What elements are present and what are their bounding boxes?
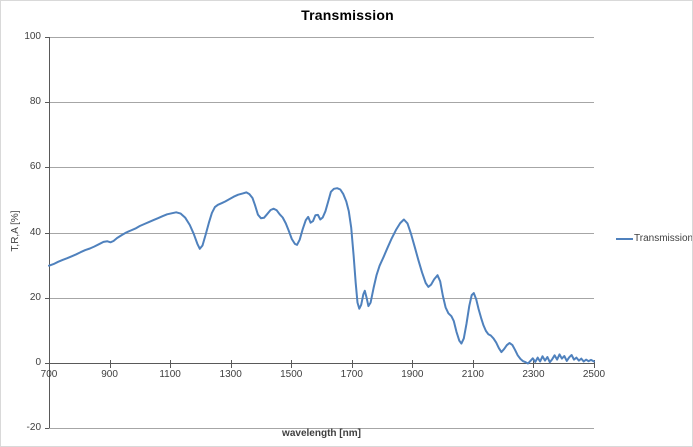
chart-title: Transmission bbox=[301, 7, 394, 23]
y-axis-title: T,R,A [%] bbox=[10, 210, 21, 252]
x-tick-label: 1500 bbox=[280, 368, 303, 380]
y-tick-label: 40 bbox=[29, 226, 41, 238]
legend-line-sample bbox=[616, 237, 633, 240]
y-tick-label: 100 bbox=[24, 31, 41, 42]
x-tick-label: 900 bbox=[101, 368, 118, 380]
x-tick-label: 1100 bbox=[159, 368, 181, 380]
y-tick-label: 20 bbox=[29, 291, 41, 303]
y-tick-label: 0 bbox=[35, 356, 41, 368]
y-tick-label: -20 bbox=[26, 422, 41, 433]
x-tick-label: 2500 bbox=[582, 368, 606, 380]
x-tick-label: 1900 bbox=[401, 368, 424, 380]
legend[interactable]: Transmission bbox=[616, 232, 693, 245]
x-tick-label: 1700 bbox=[340, 368, 363, 380]
x-tick-label: 2300 bbox=[522, 368, 545, 380]
y-tick-label: 60 bbox=[29, 161, 41, 173]
legend-series-label: Transmission bbox=[634, 233, 693, 244]
x-tick-label: 1300 bbox=[219, 368, 242, 380]
y-tick-label: 80 bbox=[29, 96, 41, 108]
x-tick-label: 2100 bbox=[461, 368, 484, 380]
x-axis-title: wavelength [nm] bbox=[282, 428, 361, 439]
series-line-transmission[interactable] bbox=[48, 187, 595, 365]
x-tick-label: 700 bbox=[40, 368, 58, 380]
